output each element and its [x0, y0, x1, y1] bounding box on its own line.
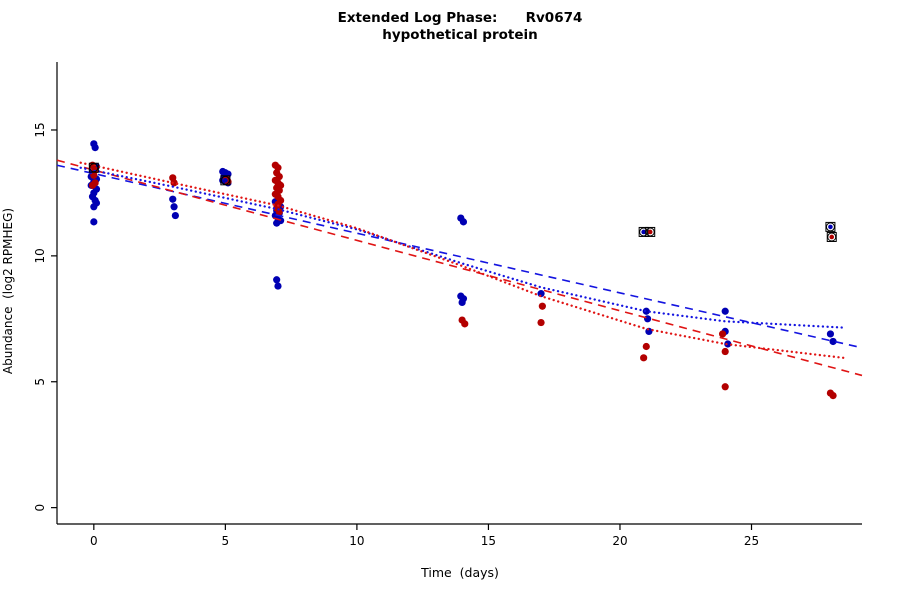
- flagged-point-ring: [220, 175, 230, 185]
- flagged-point-ring: [645, 227, 655, 237]
- trend-line-red-smooth-fit: [79, 161, 845, 359]
- y-axis-label: Abundance (log2 RPMHEG): [1, 207, 15, 375]
- data-point-condition-blue: [724, 340, 732, 348]
- data-point-condition-blue: [273, 276, 281, 284]
- x-axis-tick-label: 5: [222, 534, 230, 548]
- data-point-condition-blue: [273, 219, 281, 227]
- data-point-condition-blue: [170, 203, 178, 211]
- data-point-condition-blue: [91, 144, 99, 152]
- x-axis-tick-label: 15: [481, 534, 496, 548]
- data-point-condition-red: [721, 383, 729, 391]
- flagged-point-dot: [91, 165, 97, 171]
- flagged-point-ring: [825, 222, 835, 232]
- chart-subtitle: hypothetical protein: [382, 27, 538, 43]
- y-axis-tick-label: 10: [33, 248, 47, 263]
- data-point-condition-blue: [90, 218, 98, 226]
- flagged-point-dot: [647, 229, 653, 235]
- data-point-condition-blue: [171, 211, 179, 220]
- data-point-condition-red: [642, 342, 650, 351]
- x-axis-label: Time (days): [421, 565, 499, 580]
- data-point-condition-blue: [90, 203, 98, 211]
- data-point-condition-blue: [721, 307, 729, 315]
- data-point-condition-blue: [459, 218, 468, 226]
- data-point-condition-red: [640, 354, 648, 362]
- data-point-condition-blue: [643, 315, 652, 323]
- x-axis-tick-label: 20: [612, 534, 627, 548]
- chart-title: Extended Log Phase: Rv0674: [337, 10, 583, 26]
- data-point-condition-red: [170, 179, 178, 187]
- flagged-point-ring: [639, 227, 649, 237]
- flagged-point-dot: [828, 224, 833, 230]
- y-axis-tick-label: 15: [33, 122, 47, 137]
- x-axis-tick-label: 10: [349, 534, 364, 548]
- x-axis-tick-label: 0: [90, 534, 98, 548]
- data-point-condition-red: [461, 320, 469, 328]
- data-point-condition-red: [829, 391, 837, 400]
- data-point-condition-red: [538, 302, 546, 310]
- flagged-point-dot: [829, 234, 835, 240]
- trend-line-red-linear-fit: [56, 159, 863, 377]
- data-point-condition-red: [721, 347, 729, 356]
- x-axis-tick-label: 25: [744, 534, 759, 548]
- data-point-condition-blue: [826, 330, 835, 338]
- data-point-condition-blue: [829, 337, 837, 346]
- chart-title-block: Extended Log Phase: Rv0674 hypothetical …: [57, 10, 863, 44]
- flagged-point-dot: [223, 178, 228, 183]
- flagged-point-ring: [827, 232, 837, 242]
- y-axis-tick-label: 0: [33, 504, 47, 512]
- data-point-condition-blue: [458, 298, 466, 307]
- flagged-point-dot: [641, 229, 646, 235]
- data-point-condition-red: [88, 181, 97, 189]
- data-point-condition-red: [718, 330, 727, 338]
- y-axis-tick-label: 5: [33, 378, 47, 386]
- data-point-condition-blue: [169, 195, 177, 203]
- data-point-condition-blue: [274, 282, 282, 290]
- flagged-point-ring: [89, 163, 99, 173]
- trend-line-blue-linear-fit: [56, 164, 863, 349]
- trend-line-blue-smooth-fit: [79, 166, 845, 329]
- data-point-condition-red: [537, 318, 545, 327]
